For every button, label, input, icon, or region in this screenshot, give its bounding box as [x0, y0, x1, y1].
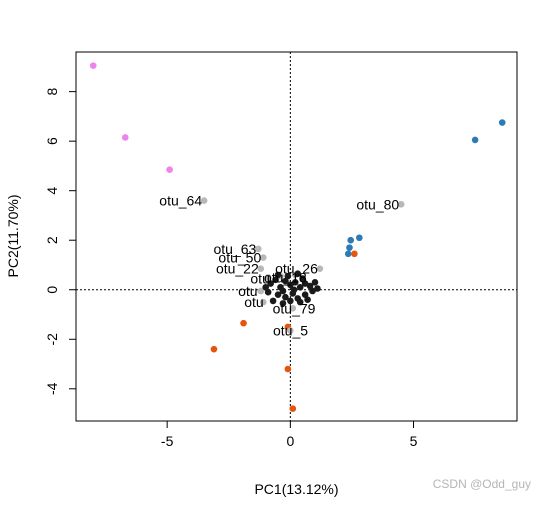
data-point	[121, 134, 129, 141]
point-label: otu_64	[159, 193, 202, 209]
x-tick-label: 5	[410, 433, 418, 449]
x-axis-label: PC1(13.12%)	[254, 481, 338, 497]
data-point	[294, 270, 302, 277]
x-tick-label: 0	[286, 433, 294, 449]
data-point	[287, 281, 294, 289]
data-point	[274, 291, 282, 298]
data-point	[257, 287, 265, 295]
data-point	[296, 283, 304, 291]
reference-lines	[76, 52, 517, 421]
data-point	[347, 236, 355, 244]
data-point	[284, 272, 292, 280]
y-tick-label: 0	[44, 286, 60, 294]
y-axis-label: PC2(11.70%)	[5, 194, 21, 277]
data-points	[89, 62, 506, 412]
point-label: otu	[250, 271, 269, 287]
data-point	[356, 234, 363, 242]
data-point	[289, 305, 297, 312]
data-point	[259, 254, 267, 261]
data-point	[289, 405, 297, 412]
x-axis: -5 0 5	[161, 421, 418, 449]
data-point	[282, 293, 289, 301]
data-point	[287, 297, 294, 305]
data-point	[301, 291, 309, 298]
watermark: CSDN @Odd_guy	[432, 477, 531, 491]
point-label: otu_79	[273, 300, 316, 316]
point-label: otu_80	[356, 196, 399, 212]
data-point	[262, 283, 270, 291]
data-point	[309, 287, 316, 295]
data-point	[272, 276, 279, 284]
plot-frame	[75, 51, 518, 422]
data-point	[259, 298, 267, 306]
data-point	[290, 286, 298, 294]
point-label: otu	[244, 294, 263, 310]
point-label: otu_22	[216, 261, 259, 277]
data-point	[279, 287, 287, 295]
y-tick-label: 2	[44, 236, 60, 244]
data-point	[269, 297, 277, 305]
point-label: otu_18	[264, 269, 307, 285]
data-point	[471, 136, 479, 144]
data-point	[346, 244, 353, 251]
x-tick-label: -5	[161, 433, 174, 449]
data-point	[200, 197, 208, 204]
data-point	[166, 166, 173, 173]
data-point	[274, 271, 282, 279]
point-label: otu	[238, 283, 257, 299]
data-point	[240, 319, 247, 327]
data-point	[351, 250, 358, 258]
data-point	[301, 280, 309, 287]
data-point	[257, 265, 265, 272]
data-point	[264, 288, 272, 296]
data-point	[89, 62, 97, 69]
point-label: otu_5	[273, 323, 308, 339]
data-point	[299, 275, 306, 282]
y-tick-label: 8	[44, 88, 60, 96]
point-label: otu_63	[213, 241, 256, 257]
data-point	[287, 327, 294, 334]
data-point	[291, 279, 299, 286]
data-point	[282, 277, 289, 285]
y-tick-label: -4	[44, 382, 60, 395]
data-point	[344, 250, 352, 258]
data-point	[255, 245, 262, 253]
y-tick-label: 6	[44, 137, 60, 145]
data-point	[311, 279, 319, 286]
data-point	[210, 345, 218, 353]
point-label: otu_50	[218, 250, 261, 266]
data-point	[397, 201, 405, 208]
y-axis: -4 -2 0 2 4 6 8	[44, 88, 76, 395]
data-point	[296, 298, 304, 306]
data-point	[267, 280, 274, 287]
data-point	[279, 300, 287, 307]
data-point	[304, 296, 311, 303]
data-point	[314, 285, 321, 292]
data-point	[316, 265, 324, 272]
data-point	[264, 274, 272, 281]
data-point	[306, 282, 314, 290]
y-tick-label: -2	[44, 333, 60, 346]
data-point	[284, 365, 292, 373]
data-point	[498, 119, 506, 126]
y-tick-label: 4	[44, 187, 60, 195]
point-label: otu_26	[275, 261, 318, 277]
